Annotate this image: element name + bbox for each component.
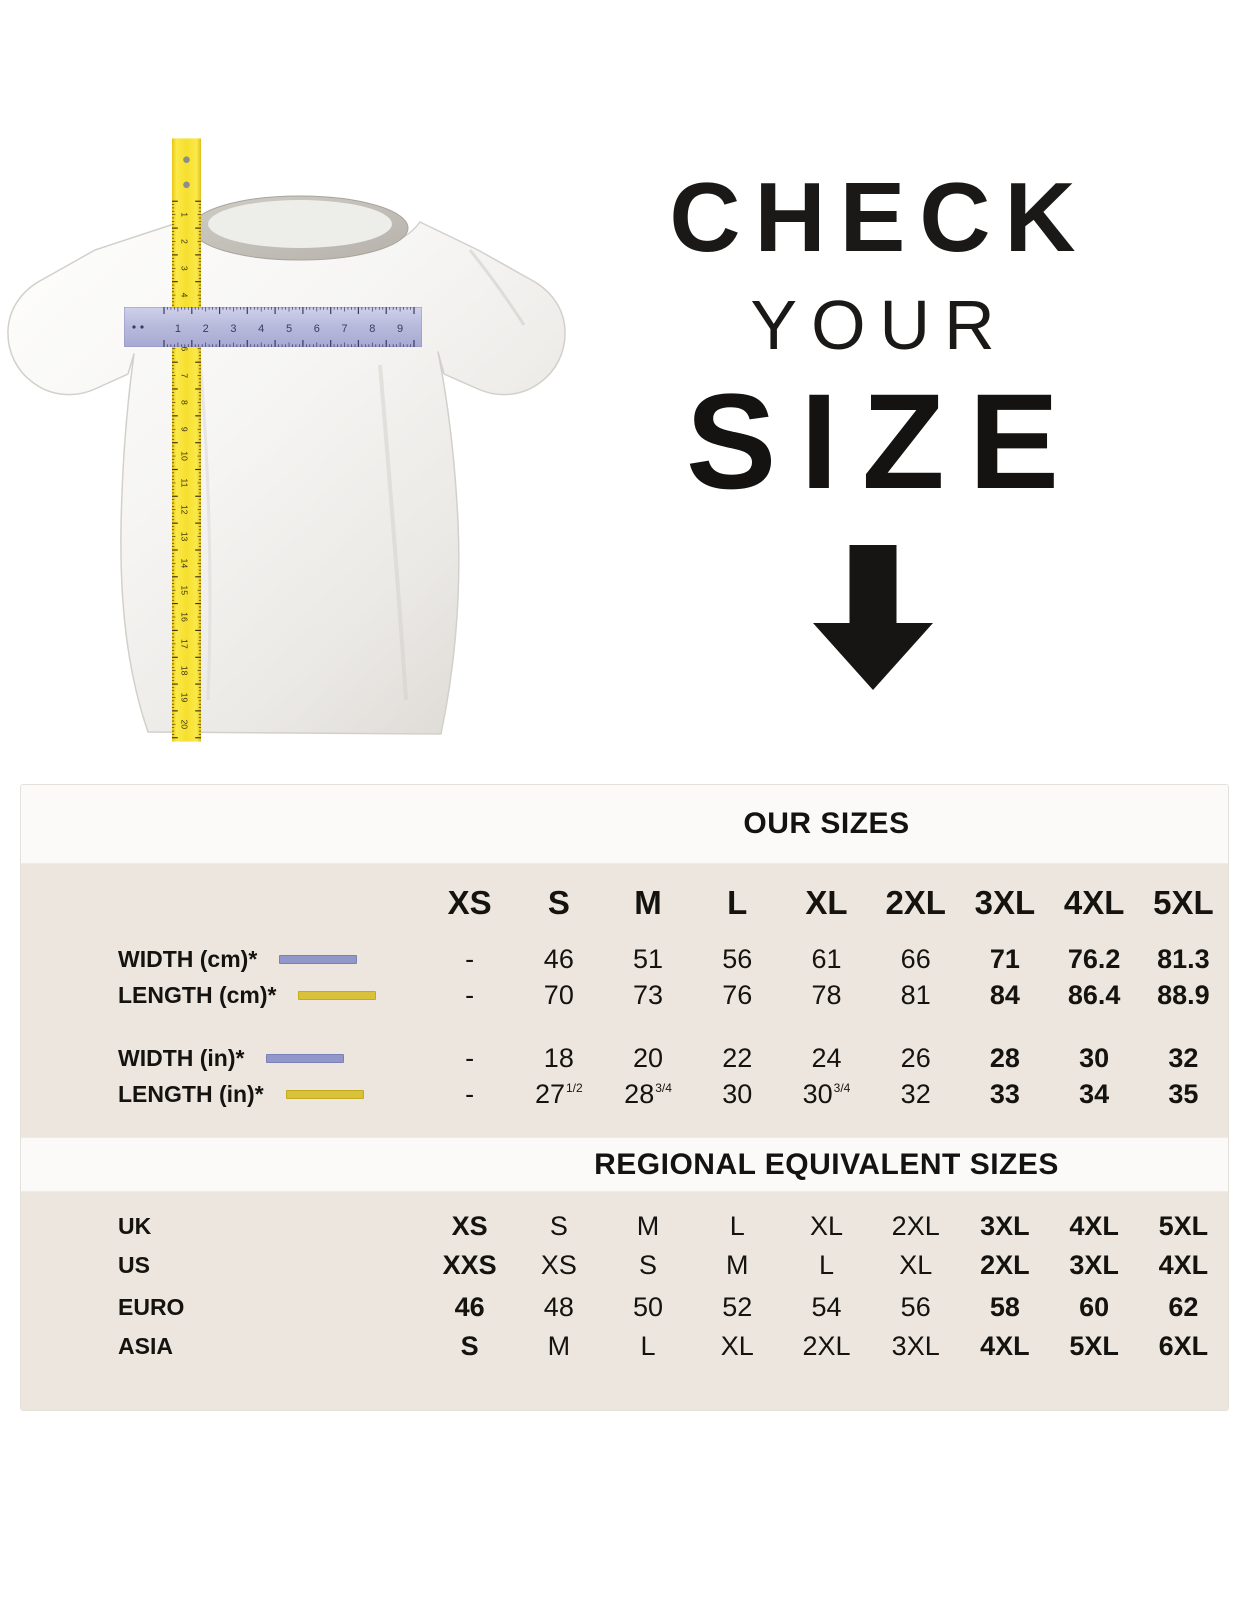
svg-text:17: 17 [180, 639, 190, 649]
svg-text:11: 11 [180, 478, 190, 487]
svg-text:2: 2 [203, 323, 209, 335]
svg-text:16: 16 [180, 612, 190, 622]
svg-text:9: 9 [397, 323, 403, 335]
svg-text:12: 12 [180, 505, 190, 515]
svg-text:3: 3 [180, 266, 190, 271]
svg-text:8: 8 [369, 323, 375, 335]
svg-text:2: 2 [180, 239, 190, 244]
svg-text:8: 8 [180, 400, 190, 405]
svg-text:5: 5 [286, 323, 292, 335]
svg-text:20: 20 [180, 719, 190, 729]
svg-text:7: 7 [342, 323, 348, 335]
svg-text:1: 1 [175, 323, 181, 335]
svg-text:18: 18 [180, 666, 190, 676]
svg-text:3: 3 [230, 323, 236, 335]
svg-text:14: 14 [180, 559, 190, 569]
svg-text:1: 1 [180, 212, 190, 217]
svg-text:4: 4 [180, 293, 190, 298]
svg-text:19: 19 [180, 693, 190, 703]
svg-text:9: 9 [180, 427, 190, 432]
svg-text:6: 6 [314, 323, 320, 335]
svg-text:6: 6 [180, 346, 190, 351]
svg-text:10: 10 [180, 451, 190, 461]
svg-text:4: 4 [258, 323, 264, 335]
svg-text:15: 15 [180, 585, 190, 595]
svg-text:13: 13 [180, 532, 190, 542]
svg-text:7: 7 [180, 373, 190, 378]
